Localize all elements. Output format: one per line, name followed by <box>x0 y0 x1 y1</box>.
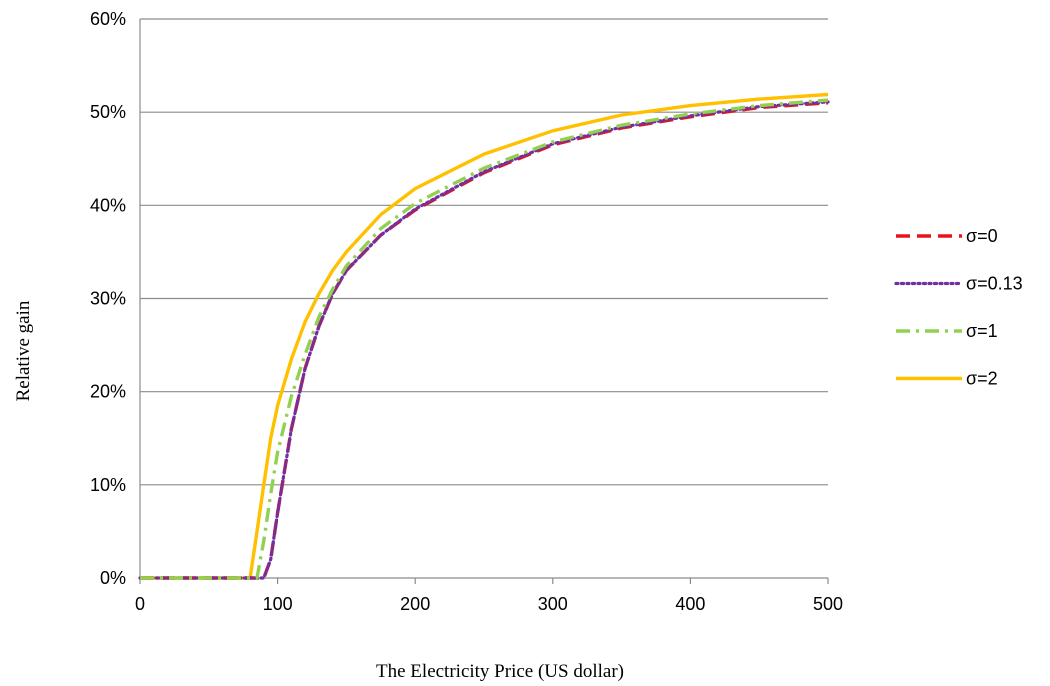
series-lines <box>138 92 830 580</box>
y-tick-label: 10% <box>90 475 126 495</box>
x-axis-title: The Electricity Price (US dollar) <box>376 661 624 682</box>
series-line-4 <box>140 92 829 580</box>
legend-item: σ=2 <box>896 369 998 389</box>
tick-labels: 0% 10% 20% 30% 40% 50% 60% 0 100 200 300 400 500 <box>90 9 843 614</box>
legend-label: σ=0.13 <box>966 274 1023 294</box>
series-line-1 <box>140 101 829 580</box>
legend-item: σ=1 <box>896 321 998 341</box>
y-axis-title: Relative gain <box>13 300 34 401</box>
legend-item: σ=0 <box>896 226 998 246</box>
y-tick-label: 20% <box>90 382 126 402</box>
legend-label: σ=1 <box>966 321 998 341</box>
legend: σ=0 σ=0.13 σ=1 σ=2 <box>894 226 1023 389</box>
x-tick-label: 0 <box>135 594 145 614</box>
x-tick-label: 100 <box>263 594 293 614</box>
legend-item: σ=0.13 <box>894 274 1023 294</box>
y-tick-label: 0% <box>100 568 126 588</box>
x-tick-label: 300 <box>538 594 568 614</box>
x-tick-label: 400 <box>675 594 705 614</box>
x-tick-label: 200 <box>400 594 430 614</box>
series-line-3 <box>140 98 829 580</box>
y-tick-label: 40% <box>90 195 126 215</box>
x-tick-label: 500 <box>813 594 843 614</box>
legend-label: σ=0 <box>966 226 998 246</box>
legend-label: σ=2 <box>966 369 998 389</box>
y-tick-label: 30% <box>90 289 126 309</box>
gridlines <box>140 18 828 486</box>
y-tick-label: 60% <box>90 9 126 29</box>
y-tick-label: 50% <box>90 102 126 122</box>
series-line-2 <box>138 100 830 580</box>
